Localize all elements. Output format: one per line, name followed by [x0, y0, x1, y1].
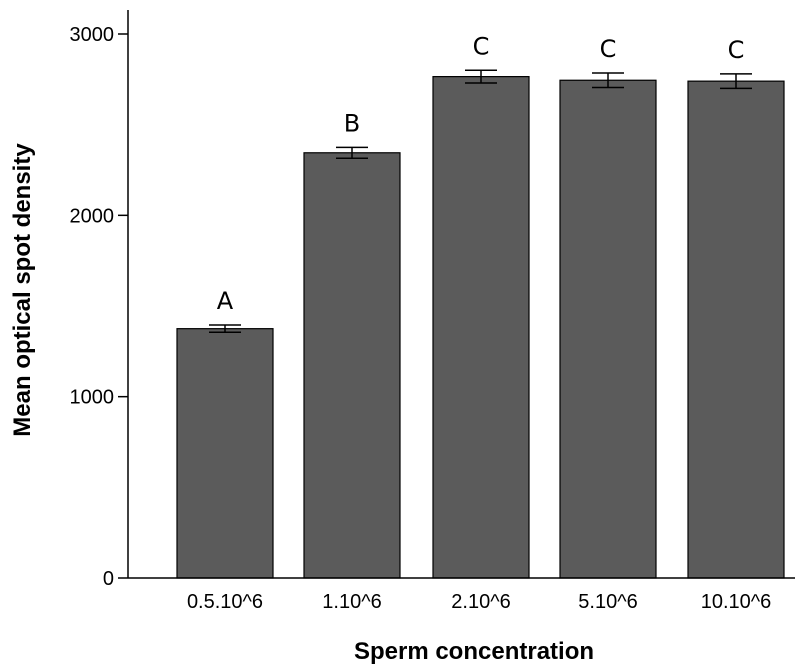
error-bar-1.10^6 [336, 146, 368, 159]
y-tick-label-3000: 3000 [70, 24, 115, 46]
bar-1.10^6 [303, 152, 401, 579]
group-letter-10.10^6: C [728, 36, 745, 64]
x-axis-title: Sperm concentration [354, 638, 594, 665]
y-axis-title: Mean optical spot density [9, 143, 36, 437]
error-bar-10.10^6 [720, 73, 752, 90]
error-bar-0.5.10^6 [209, 324, 241, 334]
x-tick-label-2.10^6: 2.10^6 [451, 591, 510, 613]
y-tick-label-1000: 1000 [70, 387, 115, 409]
error-bar-5.10^6 [592, 72, 624, 89]
group-letters: A B C C C [217, 32, 745, 315]
group-letter-0.5.10^6: A [217, 287, 234, 315]
axes [127, 10, 795, 579]
x-tick-label-5.10^6: 5.10^6 [578, 591, 637, 613]
group-letter-2.10^6: C [473, 32, 490, 60]
y-tick-label-2000: 2000 [70, 205, 115, 227]
x-tick-label-1.10^6: 1.10^6 [322, 591, 381, 613]
bar-0.5.10^6 [176, 328, 274, 579]
y-tick-label-0: 0 [103, 568, 114, 590]
bar-2.10^6 [432, 76, 530, 579]
bar-10.10^6 [687, 80, 785, 579]
group-letter-1.10^6: B [344, 109, 360, 137]
error-bar-2.10^6 [465, 69, 497, 84]
y-ticks: 0 1000 2000 3000 [70, 24, 128, 590]
bars [176, 76, 785, 579]
x-tick-label-10.10^6: 10.10^6 [701, 591, 772, 613]
x-tick-label-0.5.10^6: 0.5.10^6 [187, 591, 263, 613]
error-bars [209, 69, 752, 334]
group-letter-5.10^6: C [600, 35, 617, 63]
bar-5.10^6 [559, 79, 657, 579]
x-ticks: 0.5.10^6 1.10^6 2.10^6 5.10^6 10.10^6 [187, 591, 771, 613]
